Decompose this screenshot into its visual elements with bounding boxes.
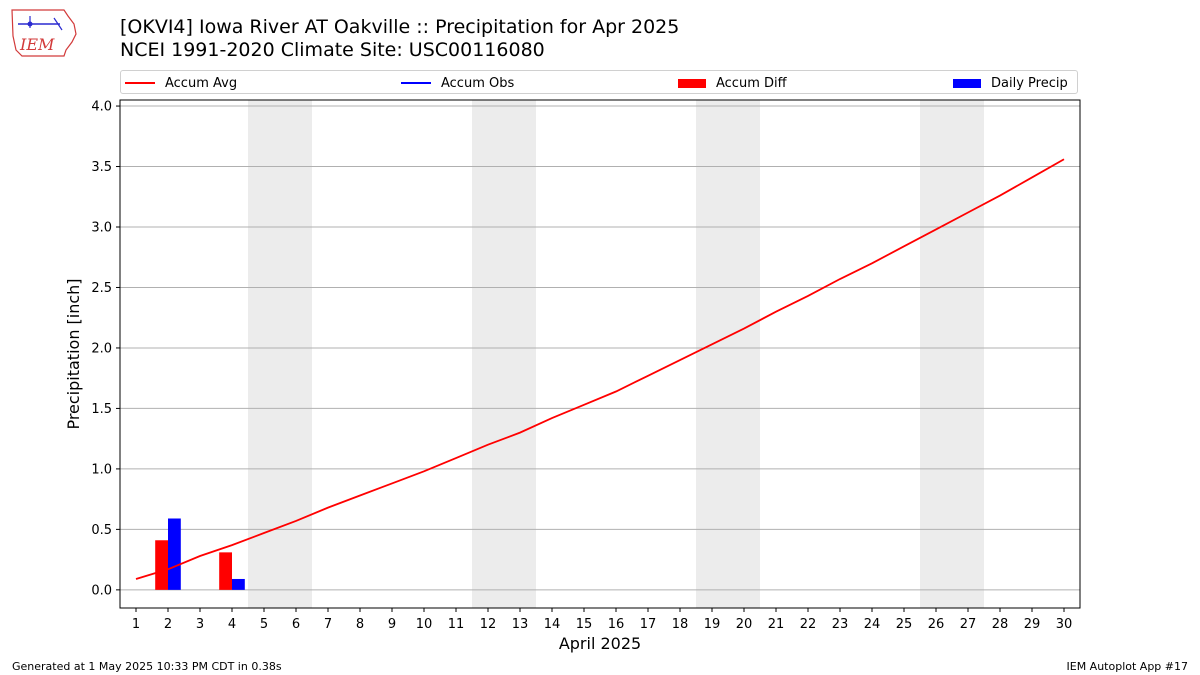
x-tick-label: 8	[356, 617, 364, 632]
legend-label-daily-precip: Daily Precip	[991, 75, 1068, 91]
y-tick-label: 1.5	[91, 402, 112, 417]
x-tick-label: 14	[544, 617, 561, 632]
weekend-band	[696, 100, 728, 608]
x-tick-label: 10	[416, 617, 433, 632]
x-tick-label: 3	[196, 617, 204, 632]
footer-app-id: IEM Autoplot App #17	[1066, 660, 1189, 673]
weekend-band	[728, 100, 760, 608]
legend-swatch-daily-precip	[953, 78, 981, 88]
x-tick-label: 5	[260, 617, 268, 632]
x-tick-label: 19	[704, 617, 721, 632]
x-tick-label: 27	[960, 617, 977, 632]
weekend-band	[248, 100, 280, 608]
y-axis-label: Precipitation [inch]	[64, 278, 83, 429]
legend-item-accum-obs: Accum Obs	[401, 74, 514, 92]
legend-item-accum-avg: Accum Avg	[125, 74, 237, 92]
weekend-band	[472, 100, 504, 608]
bar-accum-diff	[219, 552, 232, 590]
legend-swatch-accum-avg	[125, 82, 155, 84]
x-tick-label: 16	[608, 617, 625, 632]
weekend-band	[504, 100, 536, 608]
x-tick-label: 17	[640, 617, 657, 632]
x-tick-label: 24	[864, 617, 881, 632]
plot-frame	[119, 99, 1081, 609]
x-tick-label: 20	[736, 617, 753, 632]
line-accum-avg	[135, 158, 1065, 580]
x-tick-label: 13	[512, 617, 529, 632]
y-tick-label: 1.0	[91, 462, 112, 477]
x-tick-label: 21	[768, 617, 785, 632]
weekend-band	[952, 100, 984, 608]
x-tick-label: 1	[132, 617, 140, 632]
x-tick-label: 28	[992, 617, 1009, 632]
legend-swatch-accum-obs	[401, 82, 431, 84]
y-tick-label: 3.5	[91, 160, 112, 175]
y-tick-label: 2.0	[91, 341, 112, 356]
footer-generated-note: Generated at 1 May 2025 10:33 PM CDT in …	[12, 660, 282, 673]
iem-logo: IEM	[11, 9, 77, 57]
weekend-band	[920, 100, 952, 608]
x-tick-label: 30	[1056, 617, 1073, 632]
y-tick-label: 4.0	[91, 100, 112, 115]
x-tick-label: 6	[292, 617, 300, 632]
y-tick-label: 0.5	[91, 523, 112, 538]
iowa-state-outline	[11, 9, 77, 57]
legend-swatch-accum-diff	[678, 78, 706, 88]
y-tick-label: 3.0	[91, 221, 112, 236]
x-tick-label: 26	[928, 617, 945, 632]
chart-subtitle: NCEI 1991-2020 Climate Site: USC00116080	[120, 39, 545, 61]
x-tick-label: 25	[896, 617, 913, 632]
legend-label-accum-diff: Accum Diff	[716, 75, 787, 91]
x-tick-label: 7	[324, 617, 332, 632]
x-tick-label: 2	[164, 617, 172, 632]
x-tick-label: 9	[388, 617, 396, 632]
vane	[53, 17, 63, 31]
y-tick-label: 0.0	[91, 583, 112, 598]
weekend-band	[280, 100, 312, 608]
logo-text: IEM	[19, 35, 55, 54]
x-tick-label: 12	[480, 617, 497, 632]
legend-label-accum-avg: Accum Avg	[165, 75, 238, 91]
x-axis-label: April 2025	[559, 634, 641, 653]
station-dot	[27, 21, 33, 27]
legend-item-daily-precip: Daily Precip	[953, 74, 1068, 92]
bar-accum-diff	[155, 540, 168, 590]
x-tick-label: 23	[832, 617, 849, 632]
x-tick-label: 4	[228, 617, 236, 632]
bar-daily-precip	[232, 578, 245, 590]
legend-item-accum-diff: Accum Diff	[678, 74, 787, 92]
bar-daily-precip	[168, 518, 181, 590]
x-tick-label: 29	[1024, 617, 1041, 632]
x-tick-label: 11	[448, 617, 465, 632]
x-tick-label: 18	[672, 617, 689, 632]
chart-title: [OKVI4] Iowa River AT Oakville :: Precip…	[120, 16, 680, 38]
x-tick-label: 22	[800, 617, 817, 632]
x-tick-label: 15	[576, 617, 593, 632]
y-tick-label: 2.5	[91, 281, 112, 296]
legend: Accum Avg Accum Obs Accum Diff Daily Pre…	[120, 70, 1078, 94]
legend-label-accum-obs: Accum Obs	[441, 75, 515, 91]
